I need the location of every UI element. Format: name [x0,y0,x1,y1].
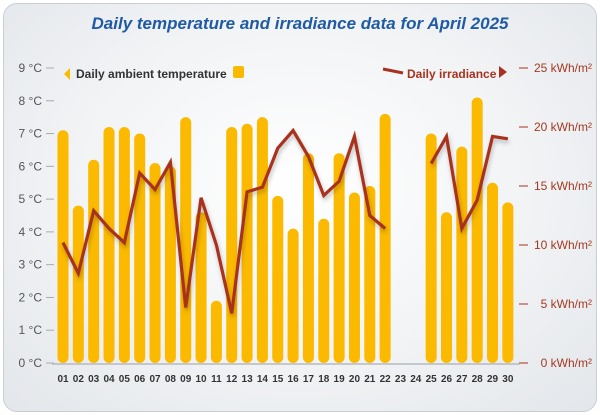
temperature-bar [210,300,222,363]
temperature-bar [134,133,146,363]
temperature-bar [456,146,468,363]
temperature-bar [57,130,69,363]
x-tick-label: 07 [149,374,161,385]
temperature-bar [302,153,314,363]
legend-line-swatch [382,67,404,75]
temperature-bar [241,123,253,363]
x-tick-label: 03 [88,374,100,385]
y-right-tick-label: 20 kWh/m² [534,120,592,134]
x-tick-label: 06 [134,374,146,385]
legend-bar-swatch [233,66,244,78]
y-left-tick-label: 7 °C [19,127,43,141]
y-left-tick-label: 5 °C [19,192,43,206]
temperature-bar [88,159,100,363]
x-tick-label: 26 [441,374,453,385]
temperature-bar [272,195,284,363]
y-left-tick-label: 6 °C [19,159,43,173]
y-left-tick-label: 8 °C [19,94,43,108]
temperature-bar [164,166,176,363]
temperature-bar [425,133,437,363]
x-tick-label: 02 [73,374,85,385]
x-tick-label: 24 [410,374,422,385]
x-tick-label: 29 [487,374,499,385]
y-right-tick-label: 25 kWh/m² [534,61,592,75]
legend-right-arrow-icon [499,66,507,78]
y-right-tick-label: 5 kWh/m² [541,297,592,311]
x-tick-label: 30 [502,374,514,385]
chart-title: Daily temperature and irradiance data fo… [91,14,509,33]
y-left-tick-label: 0 °C [19,356,43,370]
y-left-tick-label: 4 °C [19,225,43,239]
x-tick-label: 05 [119,374,131,385]
x-tick-label: 19 [334,374,346,385]
x-tick-label: 17 [303,374,315,385]
temperature-bar [379,113,391,363]
x-tick-label: 04 [103,374,115,385]
legend: Daily ambient temperature Daily irradian… [64,66,507,81]
temperature-bar [487,182,499,363]
y-right-tick-label: 15 kWh/m² [534,179,592,193]
y-left-tick-label: 3 °C [19,258,43,272]
x-tick-label: 08 [165,374,177,385]
temperature-bar [441,212,452,363]
temperature-bar [118,127,130,363]
temperature-bar [348,192,360,363]
temperature-bar [180,117,192,364]
irradiance-line [429,131,509,234]
y-left-tick-label: 2 °C [19,290,43,304]
x-tick-label: 27 [456,374,468,385]
x-tick-label: 20 [349,374,361,385]
x-tick-label: 18 [318,374,330,385]
x-tick-label: 12 [226,374,238,385]
irradiance-line [61,127,387,314]
temperature-bar [72,205,84,363]
x-tick-label: 22 [380,374,392,385]
y-left-tick-label: 1 °C [19,323,43,337]
temperature-bar [333,153,345,363]
x-tick-label: 28 [472,374,484,385]
x-tick-label: 15 [272,374,284,385]
x-tick-label: 10 [195,374,207,385]
temperature-bar [502,202,514,363]
x-tick-label: 21 [364,374,376,385]
temperature-bar [471,97,483,363]
legend-left-arrow-icon [64,68,70,80]
temperature-bar [364,186,376,363]
y-right-tick-label: 0 kWh/m² [541,356,592,370]
temperature-bar [256,117,268,364]
x-tick-label: 25 [426,374,438,385]
temperature-bar [195,212,207,363]
temperature-bar [318,218,330,363]
temperature-bar [103,127,115,363]
temperature-bar [226,127,238,363]
x-tick-label: 23 [395,374,407,385]
x-tick-label: 16 [288,374,300,385]
y-left-tick-label: 9 °C [19,61,43,75]
temperature-bar [287,228,299,363]
x-tick-label: 11 [211,374,222,385]
y-right-tick-label: 10 kWh/m² [534,238,592,252]
x-tick-label: 01 [57,374,69,385]
x-tick-label: 14 [257,374,269,385]
x-tick-label: 13 [242,374,254,385]
temperature-bar [149,163,161,363]
legend-temperature-label: Daily ambient temperature [76,67,227,81]
x-tick-label: 09 [180,374,192,385]
legend-irradiance-label: Daily irradiance [407,67,497,81]
